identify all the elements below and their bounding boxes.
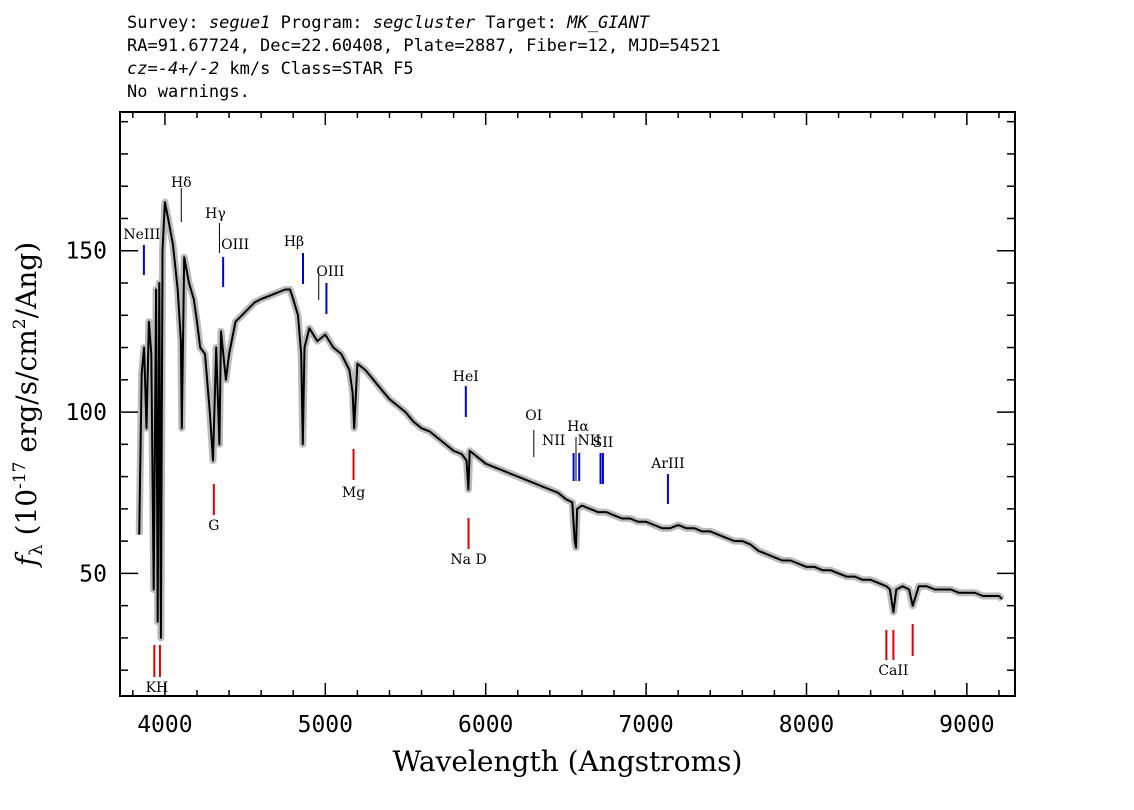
tick-labels: 4000 5000 6000 7000 8000 9000 50 100 150 <box>65 239 994 738</box>
spectral-line-label: HeI <box>453 369 479 385</box>
spectral-line-label: KH <box>146 680 169 696</box>
header-line-3: cz=-4+/-2 km/s Class=STAR F5 <box>127 58 721 81</box>
cz-unit-class: km/s Class=STAR F5 <box>229 59 414 79</box>
spectral-line-label: CaII <box>878 663 908 679</box>
y-tick-label: 150 <box>65 239 107 265</box>
y-tick-label: 50 <box>79 561 107 587</box>
spectrum-header: Survey: segue1 Program: segcluster Targe… <box>127 12 721 104</box>
spectral-line-label: SII <box>590 0 611 4</box>
spectral-line-label: Hγ <box>205 206 226 222</box>
spectrum-line <box>138 201 1003 639</box>
spectrum-series <box>138 201 1003 639</box>
y-axis-title: fλ (10-17 erg/s/cm2/Ang) <box>10 242 47 568</box>
cz-label: cz= <box>127 59 158 79</box>
x-axis-title: Wavelength (Angstroms) <box>393 745 743 778</box>
axis-ticks <box>120 112 1015 696</box>
spectral-line-label: NII <box>578 433 601 449</box>
x-tick-label: 5000 <box>298 712 353 738</box>
plot-frame <box>119 111 1016 697</box>
spectral-line-label: Na D <box>450 552 486 568</box>
spectral-line-label: SII <box>593 435 614 451</box>
spectral-line-label: NeIII <box>123 227 160 243</box>
spectral-line-label: Mg <box>342 485 365 501</box>
header-line-4: No warnings. <box>127 82 250 102</box>
program-label: Program: <box>280 13 363 33</box>
survey-label: Survey: <box>127 13 199 33</box>
header-line-2: RA=91.67724, Dec=22.60408, Plate=2887, F… <box>127 36 721 56</box>
survey-value: segue1 <box>208 13 271 33</box>
x-tick-label: 4000 <box>137 712 192 738</box>
program-value: segcluster <box>372 13 476 33</box>
spectral-line-label: OIII <box>221 237 249 253</box>
spectral-line-label: G <box>208 518 219 534</box>
x-tick-label: 8000 <box>779 712 834 738</box>
x-tick-label: 6000 <box>458 712 513 738</box>
cz-value: -4+/-2 <box>157 59 220 79</box>
y-tick-label: 100 <box>65 400 107 426</box>
spectral-line-label: Hβ <box>284 234 304 250</box>
x-tick-label: 9000 <box>939 712 994 738</box>
x-tick-label: 7000 <box>618 712 673 738</box>
spectral-line-label: Hδ <box>171 175 192 191</box>
spectral-line-label: OI <box>525 408 542 424</box>
spectral-line-label: NII <box>542 433 565 449</box>
spectral-line-label: OIII <box>316 264 344 280</box>
spectral-line-label: ArIII <box>650 456 684 472</box>
target-label: Target: <box>485 13 557 33</box>
spectral-line-label: Hα <box>567 419 589 435</box>
target-value: MK_GIANT <box>567 13 650 33</box>
header-line-1: Survey: segue1 Program: segcluster Targe… <box>127 12 721 35</box>
spectral-line-markers: NeIIIHδHγOIIIHβOIIIOIIIHeIOINIIHαNIISIIS… <box>123 0 914 696</box>
spectral-line-label: OIII <box>305 0 333 4</box>
